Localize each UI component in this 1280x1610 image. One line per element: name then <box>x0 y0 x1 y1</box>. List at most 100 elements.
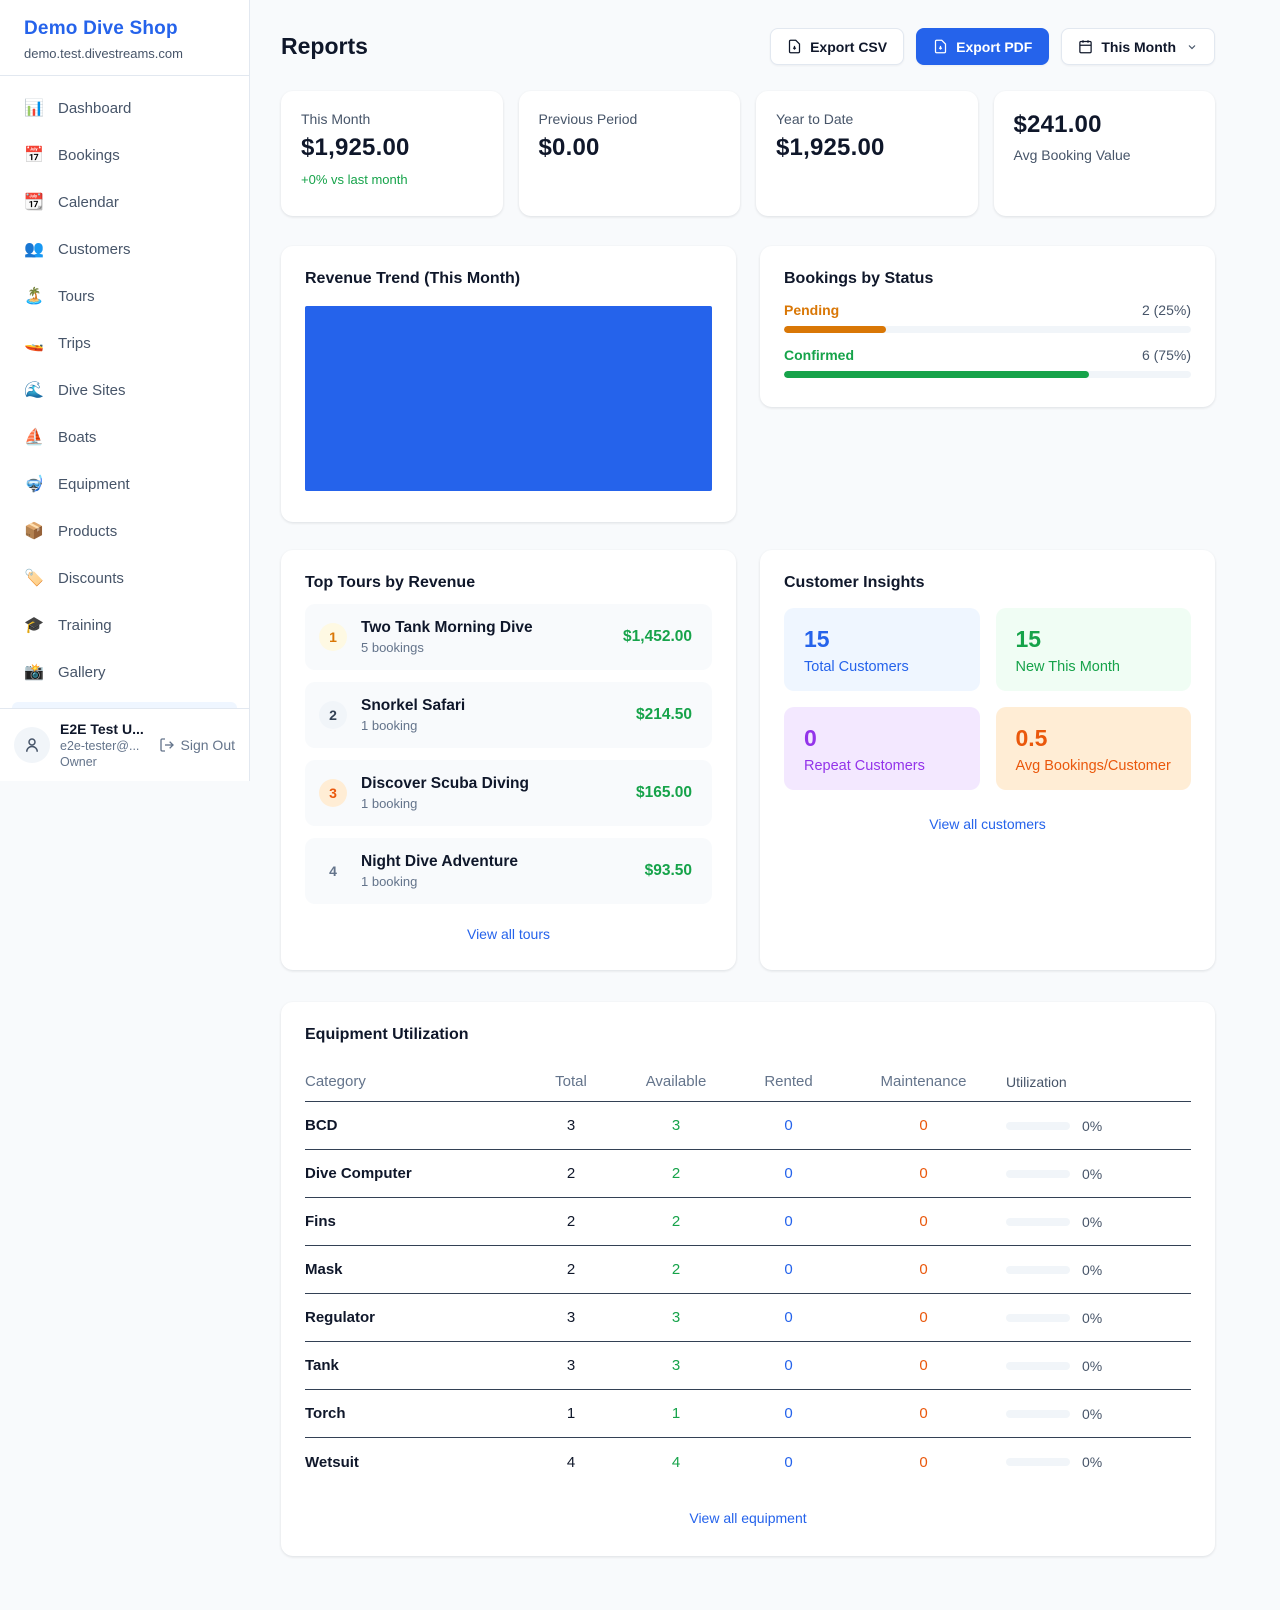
sign-out-button[interactable]: Sign Out <box>159 737 235 753</box>
page-header: Reports Export CSV Export PDF This Month <box>281 28 1215 65</box>
stat-label: Year to Date <box>776 111 854 127</box>
wave-icon: 🌊 <box>24 382 44 399</box>
tour-bookings: 1 booking <box>361 874 418 889</box>
stat-label: Previous Period <box>538 111 638 127</box>
sidebar-item-trips[interactable]: 🚤 Trips <box>12 323 237 363</box>
sidebar-item-label: Calendar <box>58 193 119 211</box>
chevron-down-icon <box>1188 44 1196 49</box>
stat-card-this-month: This Month $1,925.00 +0% vs last month <box>281 91 503 216</box>
insight-value: 0.5 <box>1015 725 1048 751</box>
equipment-available: 2 <box>671 1261 681 1278</box>
sailboat-icon: ⛵ <box>24 429 44 446</box>
shop-header: Demo Dive Shop demo.test.divestreams.com <box>0 0 249 76</box>
tour-revenue: $1,452.00 <box>623 628 692 645</box>
utilization-bar-track <box>1006 1458 1070 1466</box>
equipment-total: 3 <box>566 1357 576 1374</box>
charts-row: Revenue Trend (This Month) Bookings by S… <box>281 246 1215 522</box>
equipment-utilization-title: Equipment Utilization <box>305 1026 469 1043</box>
person-icon <box>26 738 38 752</box>
diving-mask-icon: 🤿 <box>24 476 44 493</box>
user-email: e2e-tester@... <box>60 739 140 753</box>
package-icon: 📦 <box>24 523 44 540</box>
sidebar-item-dive-sites[interactable]: 🌊 Dive Sites <box>12 370 237 410</box>
sidebar-item-equipment[interactable]: 🤿 Equipment <box>12 464 237 504</box>
equipment-utilization-card: Equipment Utilization Category Total Ava… <box>281 1002 1215 1556</box>
table-row: Fins 2 2 0 0 0% <box>305 1198 1191 1246</box>
equipment-category: Mask <box>305 1261 343 1278</box>
tag-icon: 🏷️ <box>24 570 44 587</box>
sidebar-item-calendar[interactable]: 📆 Calendar <box>12 182 237 222</box>
equipment-rented: 0 <box>784 1357 793 1374</box>
column-header: Utilization <box>1006 1073 1067 1090</box>
export-csv-label: Export CSV <box>810 38 888 55</box>
insights-row: Top Tours by Revenue 1 Two Tank Morning … <box>281 550 1215 970</box>
page-title: Reports <box>281 33 368 59</box>
sidebar-item-boats[interactable]: ⛵ Boats <box>12 417 237 457</box>
status-bar-track <box>784 371 1191 378</box>
insight-value: 15 <box>1015 626 1042 652</box>
shop-domain: demo.test.divestreams.com <box>24 46 183 61</box>
column-header: Rented <box>764 1073 813 1090</box>
customer-insights-card: Customer Insights 15 Total Customers 15 … <box>760 550 1215 970</box>
sidebar: Demo Dive Shop demo.test.divestreams.com… <box>0 0 250 781</box>
sidebar-item-discounts[interactable]: 🏷️ Discounts <box>12 558 237 598</box>
equipment-table-header: Category Total Available Rented Maintena… <box>305 1062 1191 1102</box>
customer-insights-title: Customer Insights <box>784 574 925 591</box>
export-csv-button[interactable]: Export CSV <box>770 28 905 65</box>
tour-name: Two Tank Morning Dive <box>361 619 533 636</box>
view-all-equipment-link[interactable]: View all equipment <box>689 1510 807 1526</box>
equipment-maintenance: 0 <box>919 1357 928 1374</box>
status-bar-fill <box>784 371 1090 378</box>
rank-badge: 2 <box>319 701 347 729</box>
equipment-maintenance: 0 <box>919 1261 928 1278</box>
sidebar-item-label: Training <box>58 616 112 634</box>
export-pdf-button[interactable]: Export PDF <box>916 28 1050 65</box>
sidebar-item-label: Trips <box>58 334 91 352</box>
equipment-maintenance: 0 <box>919 1165 928 1182</box>
sidebar-item-gallery[interactable]: 📸 Gallery <box>12 652 237 692</box>
utilization-bar-track <box>1006 1265 1070 1274</box>
sidebar-item-products[interactable]: 📦 Products <box>12 511 237 551</box>
stat-delta: +0% vs last month <box>301 172 408 187</box>
sidebar-item-label: Discounts <box>58 569 124 587</box>
period-select-button[interactable]: This Month <box>1061 28 1215 65</box>
view-all-customers-link[interactable]: View all customers <box>929 816 1046 832</box>
sidebar-item-dashboard[interactable]: 📊 Dashboard <box>12 88 237 128</box>
tour-name: Snorkel Safari <box>361 697 466 714</box>
tour-bookings: 1 booking <box>361 796 418 811</box>
sidebar-item-customers[interactable]: 👥 Customers <box>12 229 237 269</box>
sidebar-item-tours[interactable]: 🏝️ Tours <box>12 276 237 316</box>
view-all-tours-link[interactable]: View all tours <box>466 926 550 942</box>
insight-value: 0 <box>804 725 817 751</box>
avatar <box>14 727 50 763</box>
period-select-label: This Month <box>1101 38 1176 55</box>
status-row-pending: Pending 2 (25%) <box>784 302 1191 333</box>
equipment-rented: 0 <box>784 1405 793 1422</box>
equipment-utilization: 0% <box>1006 1454 1191 1470</box>
bookings-by-status-card: Bookings by Status Pending 2 (25%) Confi… <box>760 246 1215 407</box>
stat-label: Avg Booking Value <box>1013 147 1131 163</box>
rank-badge: 4 <box>329 863 337 879</box>
camera-icon: 📸 <box>24 664 44 681</box>
equipment-utilization: 0% <box>1006 1166 1191 1182</box>
sidebar-item-label: Dive Sites <box>58 381 126 399</box>
user-panel: E2E Test U... e2e-tester@... Owner Sign … <box>0 708 249 781</box>
rank-badge: 3 <box>319 779 347 807</box>
user-role: Owner <box>60 755 97 769</box>
sidebar-item-training[interactable]: 🎓 Training <box>12 605 237 645</box>
status-row-confirmed: Confirmed 6 (75%) <box>784 347 1191 378</box>
status-label: Pending <box>784 302 840 318</box>
sidebar-item-label: Boats <box>58 428 97 446</box>
bookings-by-status-title: Bookings by Status <box>784 270 934 287</box>
sidebar-item-bookings[interactable]: 📅 Bookings <box>12 135 237 175</box>
rank-badge: 1 <box>319 623 347 651</box>
equipment-total: 2 <box>566 1261 576 1278</box>
header-actions: Export CSV Export PDF This Month <box>770 28 1215 65</box>
equipment-total: 2 <box>566 1213 576 1230</box>
sidebar-nav: 📊 Dashboard 📅 Bookings 📆 Calendar 👥 Customer… <box>0 76 249 708</box>
utilization-percent: 0% <box>1082 1357 1103 1374</box>
sidebar-item-active-partial[interactable] <box>12 702 237 708</box>
revenue-trend-title: Revenue Trend (This Month) <box>305 270 521 287</box>
utilization-percent: 0% <box>1082 1405 1103 1422</box>
equipment-utilization: 0% <box>1006 1310 1191 1326</box>
